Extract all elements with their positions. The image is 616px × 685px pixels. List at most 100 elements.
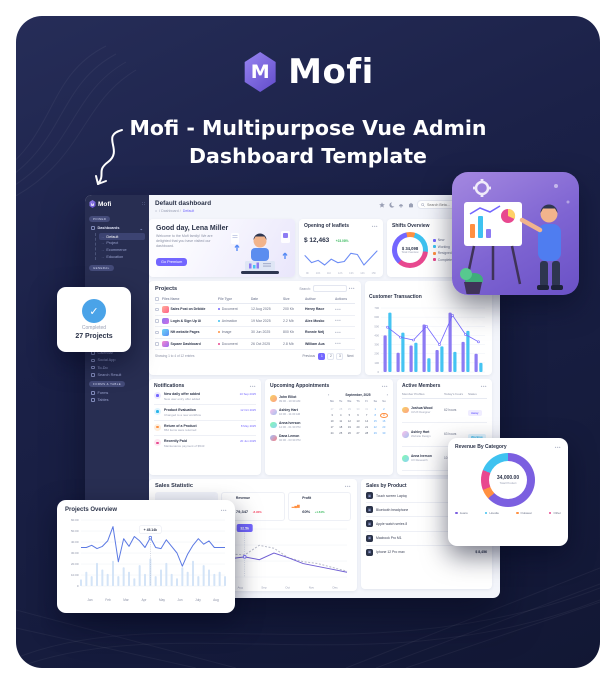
calendar-day[interactable]: 4 — [339, 413, 342, 417]
sidebar-subitem[interactable]: → Project — [101, 241, 119, 246]
calendar-day[interactable]: 10 — [330, 420, 334, 424]
sidebar-item[interactable]: Forms — [89, 389, 145, 396]
calendar-day-header: Th — [356, 400, 360, 404]
sidebar-subitem[interactable]: → Default — [99, 233, 145, 240]
pagination-next[interactable]: Next — [346, 354, 354, 358]
appointment-item[interactable]: Anna Iverson 12:00 - 01:30 PM — [270, 418, 324, 431]
star-icon[interactable] — [379, 201, 385, 208]
row-checkbox[interactable] — [155, 319, 159, 323]
calendar-day[interactable]: 24 — [330, 432, 334, 436]
svg-text:30.00: 30.00 — [71, 551, 79, 555]
calendar-day[interactable]: 2 — [383, 407, 385, 411]
calendar-day[interactable]: 13 — [356, 420, 360, 424]
sidebar-subitem[interactable]: → Ecommerce — [101, 248, 127, 253]
row-actions-icon[interactable]: ••• — [335, 329, 342, 335]
calendar-day[interactable]: 9 — [379, 412, 388, 419]
sidebar-item[interactable]: Social App — [89, 357, 145, 364]
calendar-day[interactable]: 30 — [356, 407, 360, 411]
card-menu-icon[interactable]: ••• — [480, 383, 487, 389]
sidebar-brand[interactable]: Mofi — [98, 200, 112, 208]
calendar-day[interactable]: 28 — [365, 432, 369, 436]
card-menu-icon[interactable]: ••• — [348, 286, 355, 291]
notification-item[interactable]: New daily offer added New user entry off… — [154, 389, 256, 405]
notification-item[interactable]: Product Evaluation Changed to a new work… — [154, 405, 256, 421]
pagination-page[interactable]: 1 — [318, 352, 326, 360]
row-checkbox[interactable] — [155, 342, 159, 346]
sidebar-item-dashboards[interactable]: Dashboards ⌄ — [89, 224, 145, 232]
notification-item[interactable]: Return of a Product 652 items were retur… — [154, 421, 256, 437]
pagination-page[interactable]: 2 — [327, 352, 335, 360]
nav-item-icon — [91, 358, 95, 363]
card-menu-icon[interactable]: ••• — [381, 383, 388, 389]
go-premium-button[interactable]: Go Premium — [156, 257, 188, 266]
calendar-day[interactable]: 6 — [357, 413, 359, 417]
calendar-day[interactable]: 5 — [348, 413, 351, 417]
projects-search-input[interactable] — [312, 285, 347, 292]
notification-item[interactable]: Recently Paid Maintenance payment of $54… — [154, 436, 256, 451]
member-row[interactable]: Ashley Hart Website Design 63 hours Work… — [402, 423, 487, 447]
calendar-day[interactable]: 18 — [339, 426, 343, 430]
row-checkbox[interactable] — [155, 330, 159, 334]
table-row[interactable]: Login & Sign Up Ui Animation 19 Mar 2025… — [155, 316, 355, 327]
calendar-day[interactable]: 8 — [374, 413, 377, 417]
card-menu-icon[interactable]: ••• — [220, 507, 227, 513]
calendar-day[interactable]: 23 — [382, 426, 386, 430]
calendar-day[interactable]: 29 — [347, 407, 351, 411]
member-row[interactable]: Joshua Wood UI/UX Designer 62 hours Away — [402, 399, 487, 423]
table-row[interactable]: Sales Post on Dribble Document 12 Aug 20… — [155, 304, 355, 316]
sidebar-subitem[interactable]: → Education — [101, 254, 124, 259]
pagination-prev[interactable]: Previous — [302, 354, 315, 358]
appointment-item[interactable]: John Elliot 09:00 - 10:30 AM — [270, 392, 324, 405]
calendar-day[interactable]: 17 — [330, 426, 334, 430]
card-menu-icon[interactable]: ••• — [344, 483, 351, 489]
table-row[interactable]: Nft website Pages Image 30 Jun 2025 800 … — [155, 327, 355, 339]
calendar-next-icon[interactable]: › — [386, 392, 388, 397]
appointment-item[interactable]: Dana Lemon 02:00 - 03:30 PM — [270, 432, 324, 445]
calendar-day[interactable]: 15 — [373, 420, 377, 424]
calendar-day[interactable]: 27 — [356, 432, 360, 436]
row-actions-icon[interactable]: ••• — [335, 341, 342, 347]
calendar-day[interactable]: 21 — [365, 426, 369, 430]
calendar-day[interactable]: 27 — [330, 407, 334, 411]
calendar-day[interactable]: 29 — [373, 432, 377, 436]
sidebar-toggle-icon[interactable]: ∷ — [141, 201, 145, 207]
calendar-day[interactable]: 16 — [382, 420, 386, 424]
pagination-page[interactable]: 3 — [336, 352, 344, 360]
select-all-checkbox[interactable] — [155, 297, 159, 301]
svg-text:+ 45.14k: + 45.14k — [144, 528, 157, 532]
notification-icon — [154, 439, 161, 447]
sidebar-item[interactable]: Tables — [89, 397, 145, 404]
card-menu-icon[interactable]: ••• — [249, 383, 256, 389]
bell-icon[interactable] — [398, 202, 404, 208]
moon-icon[interactable] — [388, 201, 395, 208]
row-actions-icon[interactable]: ••• — [335, 306, 342, 312]
calendar-prev-icon[interactable]: ‹ — [328, 392, 330, 397]
calendar-day[interactable]: 14 — [365, 420, 369, 424]
sidebar-item[interactable]: To-Do — [89, 364, 145, 371]
calendar-day[interactable]: 7 — [365, 413, 368, 417]
calendar-day[interactable]: 12 — [347, 420, 351, 424]
row-checkbox[interactable] — [155, 307, 159, 311]
calendar-day[interactable]: 31 — [365, 407, 369, 411]
calendar-day[interactable]: 22 — [373, 426, 377, 430]
table-row[interactable]: Square Dashboard Document 26 Oct 2025 2.… — [155, 339, 355, 350]
calendar-day[interactable]: 20 — [356, 426, 360, 430]
product-row[interactable]: ▣ Iphone 12 Pro max $ 8,456 — [366, 548, 487, 556]
calendar-day[interactable]: 3 — [331, 413, 333, 417]
calendar-day[interactable]: 11 — [339, 420, 343, 424]
sidebar-item[interactable]: Search Result — [89, 371, 145, 378]
calendar-day[interactable]: 26 — [347, 432, 351, 436]
home-icon[interactable]: ⌂ — [155, 208, 158, 213]
card-menu-icon[interactable]: ••• — [554, 444, 561, 450]
calendar-day[interactable]: 28 — [339, 407, 343, 411]
card-menu-icon[interactable]: ••• — [371, 223, 378, 229]
sidebar-logo-icon: M — [89, 200, 96, 208]
calendar-day[interactable]: 25 — [339, 432, 343, 436]
stat-tile[interactable]: ▂▄▆ Profit 60% +1.64% — [287, 492, 351, 521]
calendar-day[interactable]: 19 — [347, 426, 351, 430]
row-actions-icon[interactable]: ••• — [335, 318, 342, 324]
cart-icon[interactable] — [408, 202, 414, 208]
calendar-day[interactable]: 30 — [382, 432, 386, 436]
calendar-day[interactable]: 1 — [374, 407, 377, 411]
appointment-item[interactable]: Ashley Hart 10:00 - 11:30 AM — [270, 405, 324, 418]
